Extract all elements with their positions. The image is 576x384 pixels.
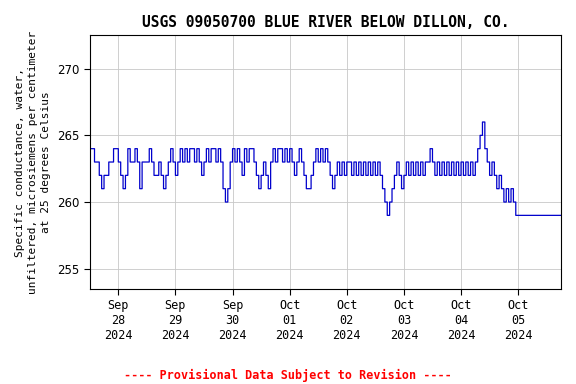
Title: USGS 09050700 BLUE RIVER BELOW DILLON, CO.: USGS 09050700 BLUE RIVER BELOW DILLON, C… (142, 15, 509, 30)
Text: ---- Provisional Data Subject to Revision ----: ---- Provisional Data Subject to Revisio… (124, 369, 452, 382)
Y-axis label: Specific conductance, water,
unfiltered, microsiemens per centimeter
at 25 degre: Specific conductance, water, unfiltered,… (15, 30, 51, 294)
